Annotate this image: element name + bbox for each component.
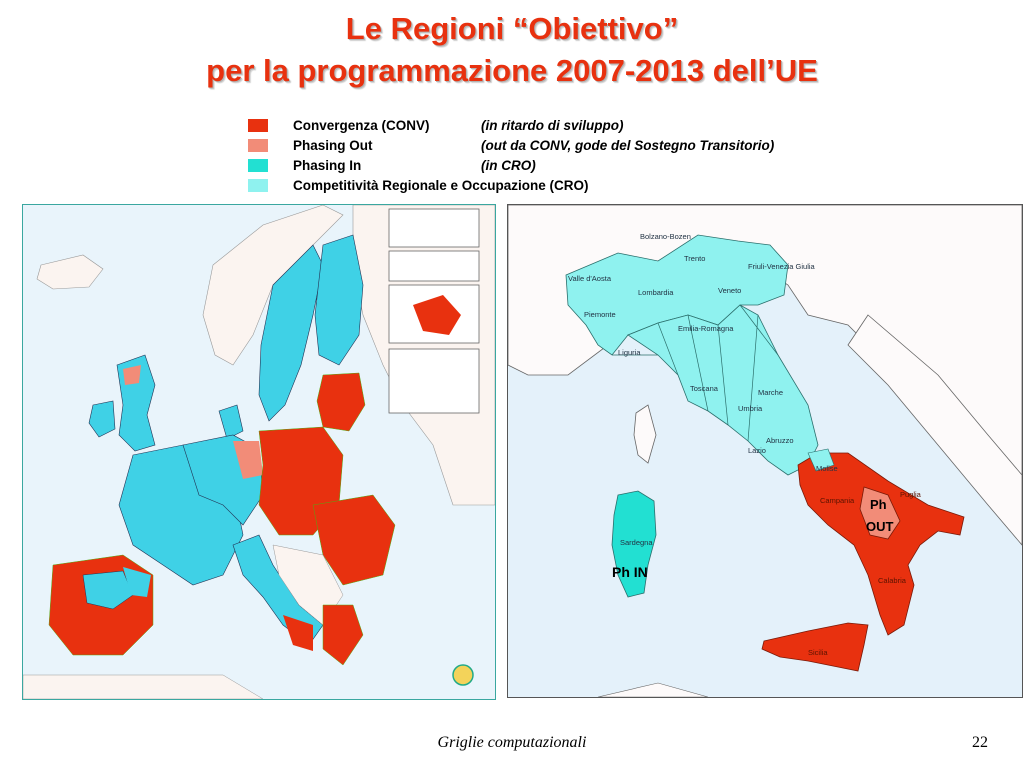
page-number: 22	[972, 734, 988, 751]
legend-item-cro: Competitività Regionale e Occupazione (C…	[240, 176, 860, 196]
label-campania: Campania	[820, 496, 855, 505]
legend-swatch-phasing-in	[248, 159, 268, 172]
eu-map-svg	[22, 204, 496, 700]
slide-title-line1: Le Regioni “Obiettivo”	[345, 11, 679, 46]
label-veneto: Veneto	[718, 286, 741, 295]
label-molise: Molise	[816, 464, 838, 473]
legend-item-phasing-in: Phasing In (in CRO)	[240, 156, 860, 176]
label-valle: Valle d'Aosta	[568, 274, 612, 283]
label-liguria: Liguria	[618, 348, 641, 357]
legend-note-conv: (in ritardo di sviluppo)	[481, 118, 624, 133]
italy-map-svg: Bolzano-Bozen Trento Friuli-Venezia Giul…	[507, 204, 1023, 698]
label-abruzzo: Abruzzo	[766, 436, 794, 445]
legend-item-phasing-out: Phasing Out (out da CONV, gode del Soste…	[240, 136, 860, 156]
label-trentino: Trento	[684, 254, 705, 263]
label-lazio: Lazio	[748, 446, 766, 455]
label-emilia: Emilia-Romagna	[678, 324, 734, 333]
label-lombardia: Lombardia	[638, 288, 674, 297]
label-puglia: Puglia	[900, 490, 922, 499]
legend-label-conv: Convergenza (CONV)	[293, 118, 430, 133]
label-piemonte: Piemonte	[584, 310, 616, 319]
legend-label-cro: Competitività Regionale e Occupazione (C…	[293, 178, 589, 193]
legend-swatch-phasing-out	[248, 139, 268, 152]
ph-out-label-line1: Ph	[870, 497, 887, 512]
label-friuli: Friuli-Venezia Giulia	[748, 262, 816, 271]
label-sicilia: Sicilia	[808, 648, 828, 657]
ph-in-label: Ph IN	[612, 564, 648, 580]
legend-label-phasing-out: Phasing Out	[293, 138, 373, 153]
slide-title: Le Regioni “Obiettivo” per la programmaz…	[0, 8, 1024, 92]
legend-item-conv: Convergenza (CONV) (in ritardo di svilup…	[240, 116, 860, 136]
label-calabria: Calabria	[878, 576, 907, 585]
label-marche: Marche	[758, 388, 783, 397]
label-umbria: Umbria	[738, 404, 763, 413]
slide-title-line2: per la programmazione 2007-2013 dell’UE	[206, 53, 818, 88]
label-toscana: Toscana	[690, 384, 719, 393]
ph-out-label-line2: OUT	[866, 519, 894, 534]
label-sardegna: Sardegna	[620, 538, 653, 547]
legend-label-phasing-in: Phasing In	[293, 158, 362, 173]
italy-regions-map: Bolzano-Bozen Trento Friuli-Venezia Giul…	[507, 204, 1023, 698]
legend-note-phasing-out: (out da CONV, gode del Sostegno Transito…	[481, 138, 775, 153]
label-bolzano: Bolzano-Bozen	[640, 232, 691, 241]
legend-swatch-conv	[248, 119, 268, 132]
legend-note-phasing-in: (in CRO)	[481, 158, 536, 173]
legend-swatch-cro	[248, 179, 268, 192]
legend: Convergenza (CONV) (in ritardo di svilup…	[240, 116, 860, 202]
eu-regions-map	[22, 204, 496, 700]
footer-title: Griglie computazionali	[437, 734, 587, 751]
